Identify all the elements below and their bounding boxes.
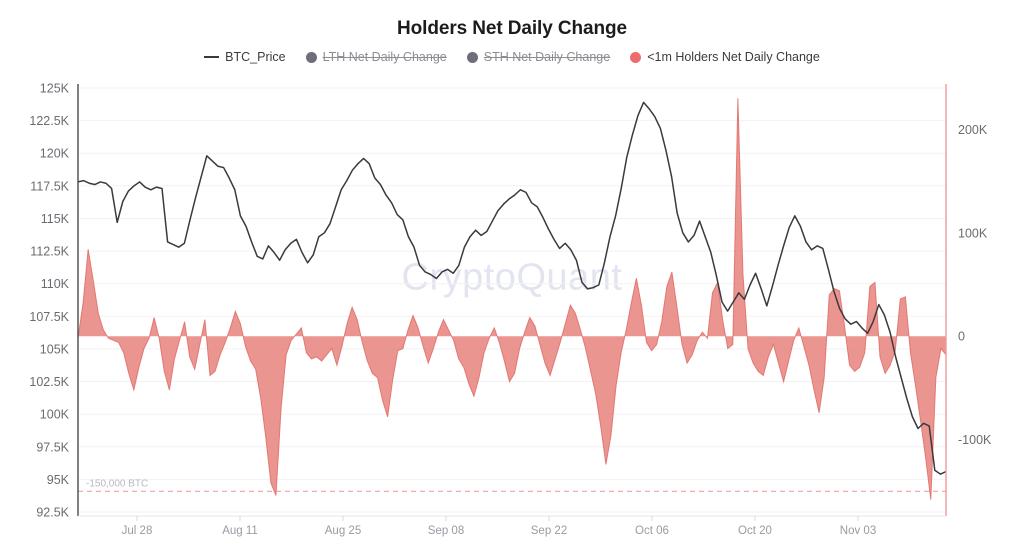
left-axis-tick-label: 97.5K — [36, 440, 69, 454]
x-axis-tick-label: Aug 11 — [222, 525, 258, 537]
left-axis-tick-label: 125K — [40, 82, 70, 96]
left-axis-labels: 125K 122.5K 120K 117.5K 115K 112.5K 110K 107.5K… — [29, 82, 69, 520]
reference-line-label: -150,000 BTC — [86, 478, 148, 489]
x-axis-tick-label: Nov 03 — [840, 525, 876, 537]
x-axis-tick-label: Oct 20 — [738, 525, 772, 537]
left-axis-tick-label: 112.5K — [30, 245, 69, 259]
x-axis-tick-label: Aug 25 — [325, 525, 361, 537]
left-axis-tick-label: 120K — [40, 147, 70, 161]
legend-item-0[interactable]: BTC_Price — [204, 50, 286, 64]
legend-line-marker-icon — [204, 56, 220, 58]
left-axis-tick-label: 117.5K — [30, 179, 69, 193]
right-axis-labels: 200K 100K 0 -100K — [958, 123, 992, 447]
left-axis-tick-label: 95K — [47, 473, 70, 487]
btc-price-line-series — [78, 101, 946, 475]
legend-dot-marker-icon — [305, 51, 317, 63]
legend-item-3[interactable]: <1m Holders Net Daily Change — [630, 50, 820, 64]
x-axis-tick-label: Sep 22 — [531, 525, 567, 537]
right-axis-tick-label: 0 — [958, 330, 965, 344]
reference-line: -150,000 BTC — [78, 478, 946, 492]
left-axis-tick-label: 107.5K — [29, 310, 69, 324]
x-axis-tick-label: Sep 08 — [428, 525, 464, 537]
left-axis-tick-label: 115K — [41, 212, 70, 226]
left-axis-tick-label: 92.5K — [36, 506, 69, 520]
x-axis-labels: Jul 28 Aug 11 Aug 25 Sep 08 Sep 22 Oct 06 Oct … — [122, 516, 876, 537]
axis-spines — [77, 84, 947, 517]
legend-item-label: <1m Holders Net Daily Change — [647, 50, 820, 64]
legend-item-label: BTC_Price — [225, 50, 286, 64]
left-axis-tick-label: 105K — [40, 342, 70, 356]
left-axis-tick-label: 110K — [41, 277, 70, 291]
left-axis-tick-label: 100K — [40, 408, 70, 422]
chart-legend: BTC_Price LTH Net Daily Change STH Net Dai… — [0, 50, 1024, 64]
legend-dot-marker-icon — [466, 51, 478, 63]
gridlines — [78, 87, 946, 513]
legend-dot-marker-icon — [630, 51, 642, 63]
holders-net-change-area-series — [78, 98, 946, 500]
legend-item-label: STH Net Daily Change — [483, 50, 611, 64]
right-axis-tick-label: 200K — [958, 123, 988, 137]
x-axis-tick-label: Jul 28 — [122, 525, 153, 537]
legend-item-label: LTH Net Daily Change — [322, 50, 447, 64]
left-axis-tick-label: 122.5K — [29, 114, 69, 128]
legend-item-1[interactable]: LTH Net Daily Change — [305, 50, 447, 64]
legend-item-2[interactable]: STH Net Daily Change — [466, 50, 611, 64]
x-axis-tick-label: Oct 06 — [635, 525, 669, 537]
chart-title: Holders Net Daily Change — [397, 18, 627, 39]
right-axis-tick-label: -100K — [958, 433, 992, 447]
right-axis-tick-label: 100K — [958, 226, 988, 240]
left-axis-tick-label: 102.5K — [29, 375, 69, 389]
